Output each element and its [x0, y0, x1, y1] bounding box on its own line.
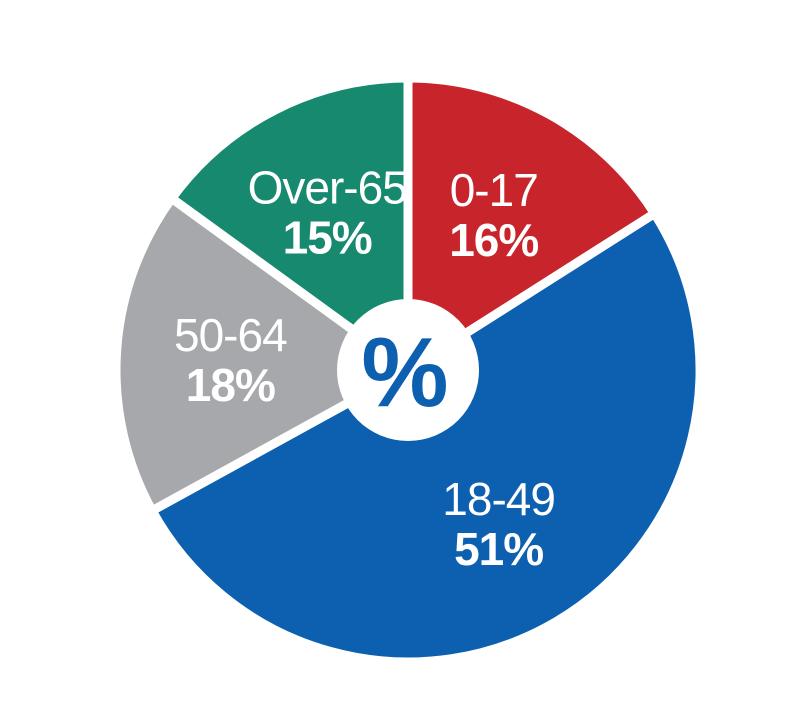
- slice-category-label: 0-17: [450, 164, 538, 216]
- slice-category-label: 18-49: [442, 473, 555, 525]
- center-badge: [337, 299, 479, 441]
- slice-value-label: 51%: [454, 523, 543, 575]
- slice-category-label: Over-65: [248, 161, 407, 213]
- slice-value-label: 18%: [186, 359, 275, 411]
- pie-slice-over-65: [165, 73, 413, 379]
- slice-category-label: 50-64: [174, 309, 287, 361]
- center-percent-symbol: %: [361, 317, 448, 427]
- pie-slice-0-17: [403, 73, 661, 379]
- slice-value-label: 16%: [449, 214, 538, 266]
- slice-value-label: 15%: [283, 211, 372, 263]
- pie-slice-50-64: [111, 192, 417, 517]
